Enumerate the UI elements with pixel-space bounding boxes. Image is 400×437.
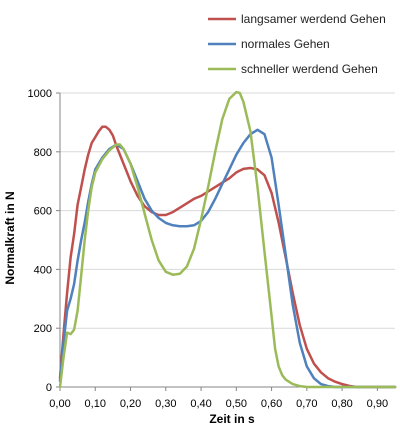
- y-tick-label: 600: [34, 206, 52, 218]
- x-tick-label: 0,60: [261, 398, 282, 410]
- x-tick-label: 0,50: [226, 398, 247, 410]
- gridlines: [60, 92, 395, 329]
- series-lines: [58, 90, 397, 389]
- legend-label: langsamer werdend Gehen: [241, 12, 386, 26]
- x-tick-label: 0,10: [85, 398, 106, 410]
- x-tick-label: 0,00: [49, 398, 70, 410]
- x-tick-label: 0,40: [190, 398, 211, 410]
- y-tick-label: 1000: [28, 88, 52, 100]
- series-line-2: [58, 128, 397, 389]
- y-axis-title: Normalkraft in N: [3, 191, 17, 284]
- x-tick-label: 0,70: [296, 398, 317, 410]
- series-line-3: [58, 90, 397, 389]
- x-tick-label: 0,90: [367, 398, 388, 410]
- x-tick-label: 0,30: [155, 398, 176, 410]
- y-tick-label: 200: [34, 323, 52, 335]
- y-tick-label: 0: [46, 382, 52, 394]
- legend-label: schneller werdend Gehen: [241, 62, 378, 76]
- legend: langsamer werdend Gehen normales Gehen sch…: [208, 12, 386, 76]
- axes: 0 200 400 600 800 1000 0,00 0,10 0,20 0,30 0,40 0,5…: [28, 88, 395, 410]
- y-tick-label: 400: [34, 264, 52, 276]
- x-tick-label: 0,80: [331, 398, 352, 410]
- y-tick-label: 800: [34, 147, 52, 159]
- series-line-1: [58, 125, 397, 389]
- x-tick-label: 0,20: [120, 398, 141, 410]
- legend-label: normales Gehen: [241, 37, 330, 51]
- x-axis-title: Zeit in s: [209, 412, 255, 426]
